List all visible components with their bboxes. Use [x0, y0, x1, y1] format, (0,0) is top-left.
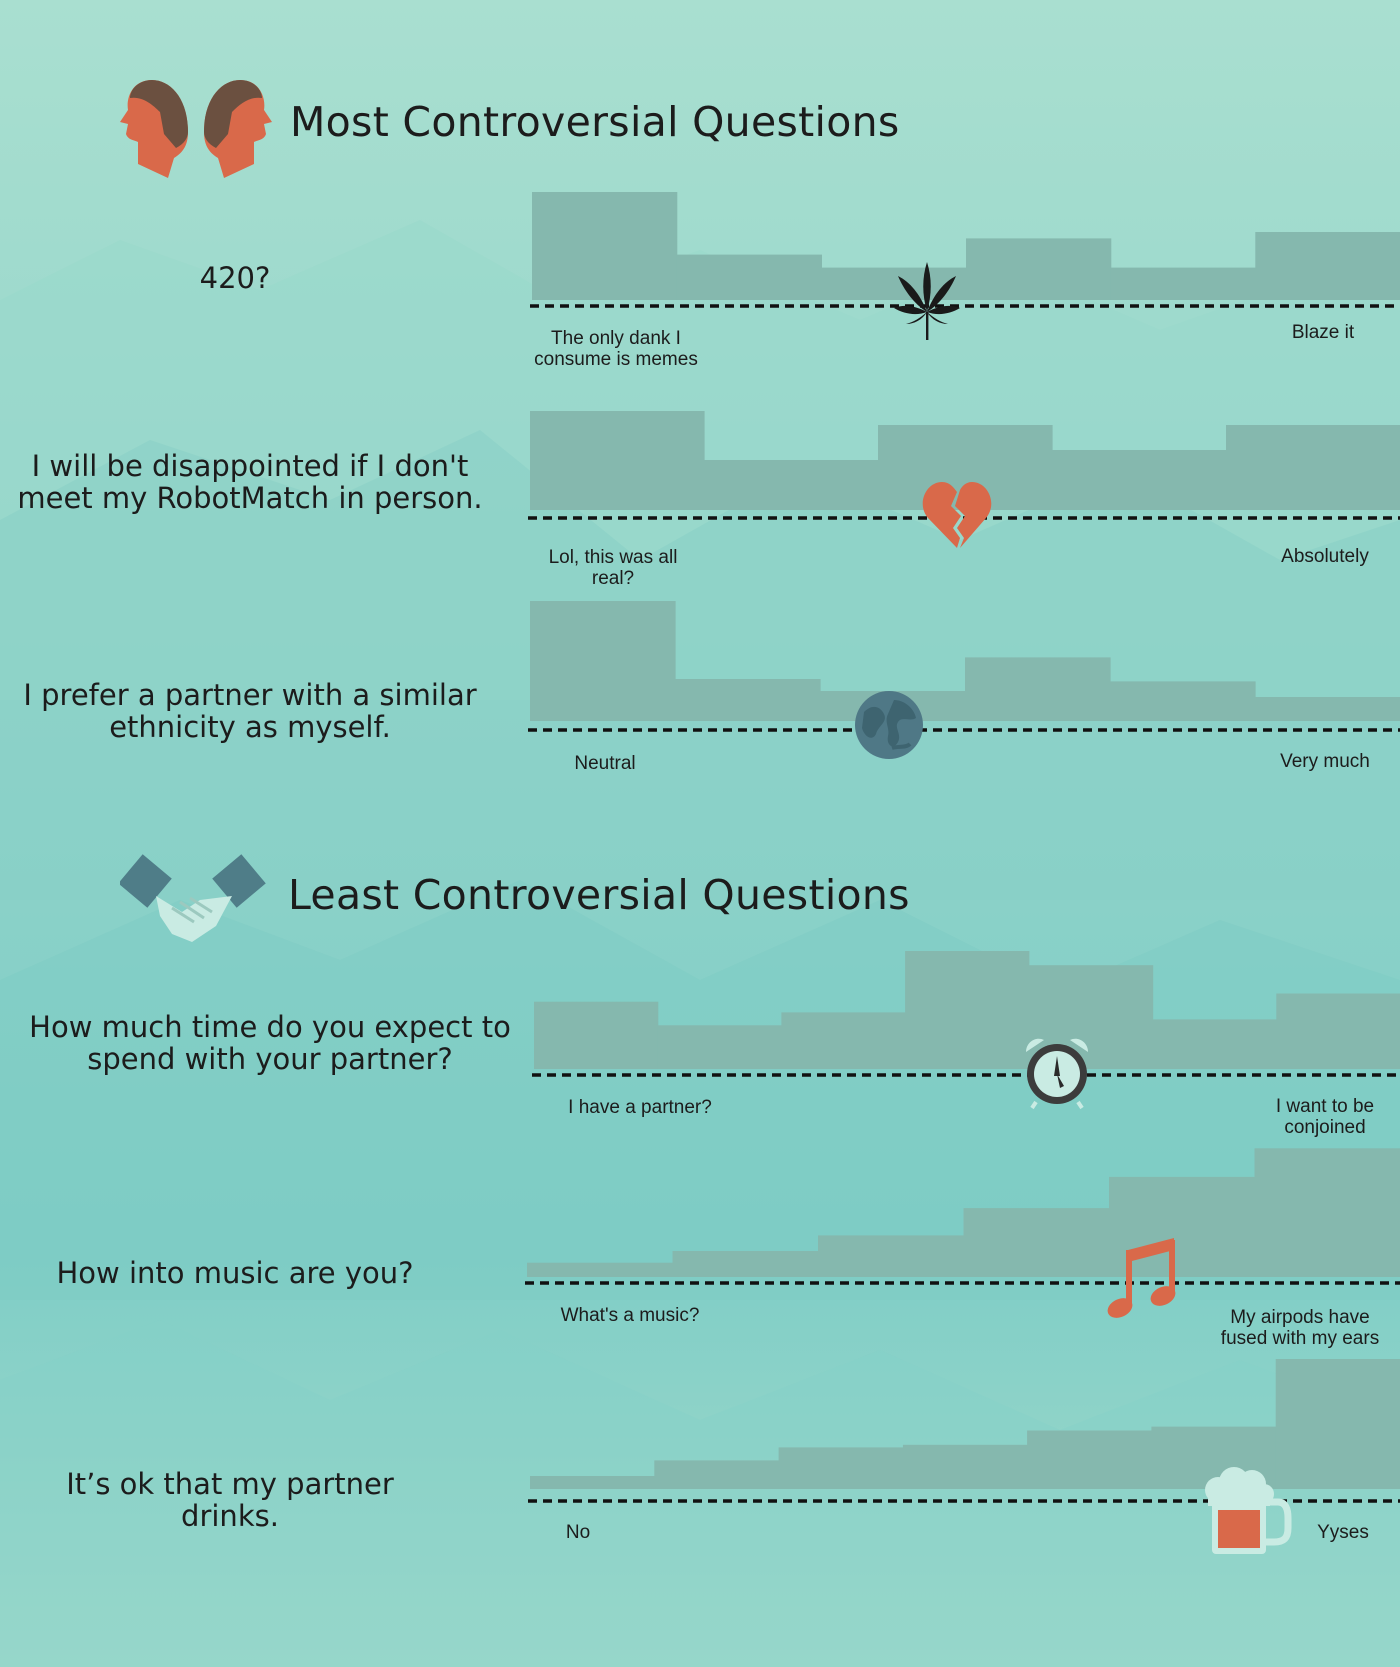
- alarm-clock-icon: [1026, 1038, 1088, 1110]
- beer-mug-icon: [1205, 1467, 1292, 1554]
- background-mountain: [0, 430, 1400, 900]
- response-bar: [1275, 1359, 1400, 1489]
- response-bar: [654, 1460, 780, 1489]
- question-text: I prefer a partner with a similar ethnic…: [23, 678, 477, 744]
- response-bar: [902, 1444, 1028, 1489]
- response-bar: [966, 238, 1112, 300]
- response-bar: [781, 1012, 906, 1069]
- high-label: Yyses: [1317, 1522, 1369, 1543]
- high-label: Blaze it: [1291, 322, 1355, 343]
- response-bar: [530, 411, 705, 510]
- response-bar: [657, 1025, 782, 1069]
- response-bar: [676, 254, 822, 300]
- response-bar: [1226, 425, 1400, 510]
- section-title-most: Most Controversial Questions: [290, 98, 900, 146]
- response-bar: [530, 1476, 655, 1489]
- low-label: The only dank I consume is memes: [534, 328, 698, 370]
- response-bar: [530, 601, 676, 721]
- broken-heart-icon: [922, 482, 992, 548]
- response-bar: [534, 1001, 659, 1069]
- low-label: What's a music?: [560, 1305, 700, 1326]
- response-bar: [672, 1251, 819, 1277]
- question-text: It’s ok that my partner drinks.: [66, 1467, 394, 1533]
- section-title-least: Least Controversial Questions: [288, 871, 910, 919]
- response-bar: [1276, 993, 1400, 1069]
- response-bar: [1052, 450, 1227, 510]
- response-bar: [704, 460, 879, 510]
- cannabis-leaf-icon: [894, 262, 960, 340]
- response-bar: [1255, 232, 1400, 300]
- response-bar: [675, 679, 821, 721]
- two-heads-icon: [120, 80, 272, 178]
- response-bar: [905, 951, 1030, 1069]
- response-bar: [778, 1447, 904, 1489]
- response-bar: [1110, 267, 1256, 300]
- music-note-icon: [1107, 1238, 1176, 1318]
- response-bar: [1254, 1148, 1400, 1277]
- question-text: How into music are you?: [56, 1256, 414, 1290]
- handshake-icon: [120, 854, 266, 942]
- globe-icon: [855, 691, 923, 759]
- low-label: I have a partner?: [568, 1097, 712, 1118]
- response-bar: [1152, 1019, 1277, 1069]
- high-label: Very much: [1280, 751, 1370, 772]
- response-bar: [532, 192, 678, 300]
- response-bar: [963, 1208, 1110, 1277]
- high-label: My airpods have fused with my ears: [1220, 1307, 1380, 1349]
- low-label: Neutral: [574, 753, 636, 774]
- response-bar: [818, 1235, 965, 1277]
- question-text: How much time do you expect to spend wit…: [29, 1010, 511, 1076]
- response-bar: [1110, 681, 1256, 721]
- response-bar: [527, 1262, 674, 1277]
- high-label: Absolutely: [1281, 546, 1369, 567]
- high-label: I want to be conjoined: [1275, 1096, 1375, 1138]
- background-mountain: [0, 1320, 1400, 1667]
- response-bar: [1027, 1430, 1152, 1489]
- low-label: No: [565, 1522, 591, 1543]
- question-text: 420?: [199, 261, 271, 295]
- response-bar: [1255, 697, 1400, 721]
- response-bar: [965, 657, 1111, 721]
- low-label: Lol, this was all real?: [548, 547, 678, 589]
- question-text: I will be disappointed if I don't meet m…: [17, 449, 483, 515]
